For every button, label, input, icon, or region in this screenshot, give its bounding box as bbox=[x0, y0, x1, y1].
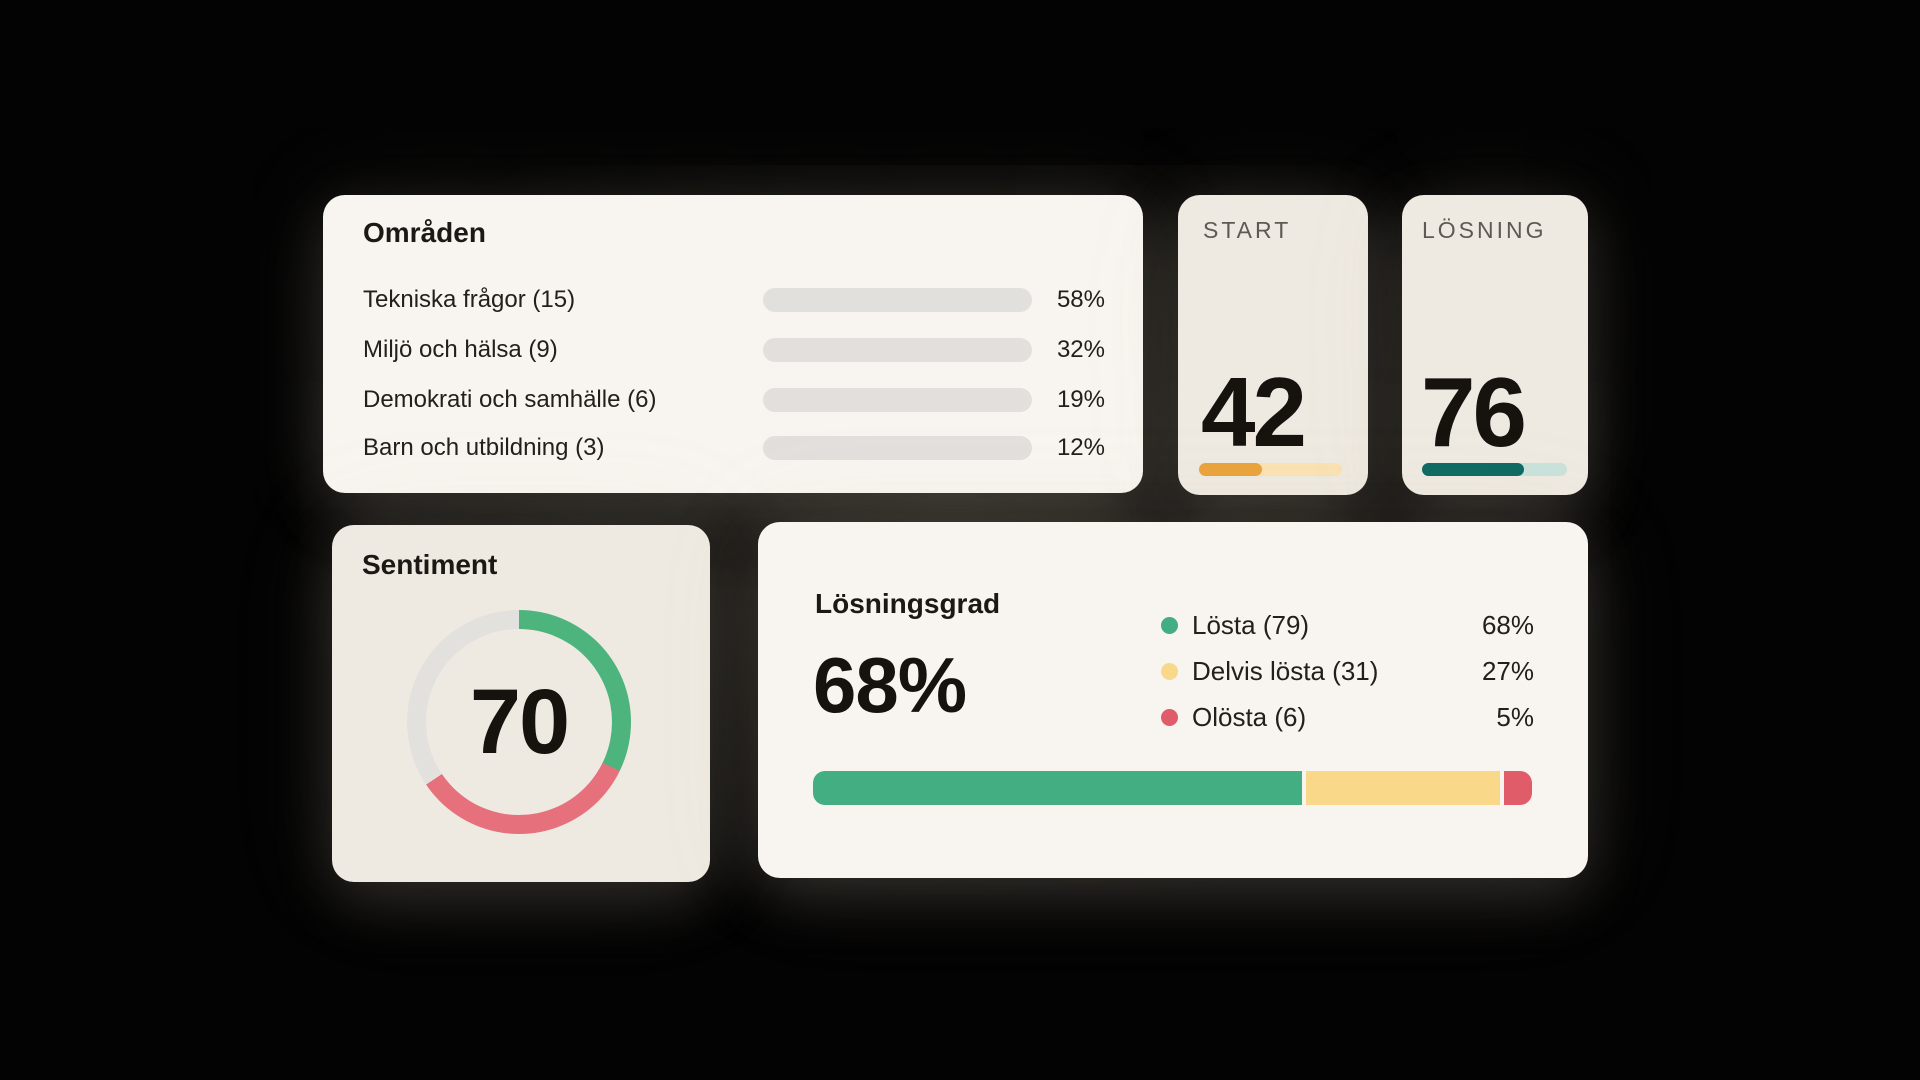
legend-row-losta: Lösta (79) 68% bbox=[1161, 602, 1534, 648]
losning-kpi-card: LÖSNING 76 bbox=[1402, 195, 1588, 495]
area-bar-track bbox=[763, 436, 1032, 460]
start-kpi-value: 42 bbox=[1201, 357, 1307, 467]
legend-dot-red bbox=[1161, 708, 1178, 726]
legend-label: Lösta (79) bbox=[1192, 609, 1310, 640]
legend-label: Olösta (6) bbox=[1192, 701, 1307, 732]
sentiment-donut-chart bbox=[407, 610, 631, 834]
area-row-tekniska: Tekniska frågor (15) 58% bbox=[363, 286, 1105, 313]
area-label: Tekniska frågor (15) bbox=[363, 286, 576, 313]
legend-row-olosta: Olösta (6) 5% bbox=[1161, 694, 1534, 740]
legend-percent: 5% bbox=[1496, 701, 1534, 732]
losning-progress-track bbox=[1422, 463, 1567, 476]
legend-row-delvis: Delvis lösta (31) 27% bbox=[1161, 648, 1534, 694]
rate-legend: Lösta (79) 68% Delvis lösta (31) 27% Olö… bbox=[1161, 602, 1534, 740]
area-percent: 12% bbox=[1056, 434, 1105, 461]
area-bar-track bbox=[763, 338, 1032, 362]
start-progress-fill bbox=[1199, 463, 1262, 476]
area-percent: 19% bbox=[1056, 386, 1105, 413]
rate-big-value: 68% bbox=[813, 641, 967, 729]
stacked-segment-red bbox=[1504, 771, 1532, 805]
area-label: Barn och utbildning (3) bbox=[363, 434, 605, 461]
losning-kpi-value: 76 bbox=[1421, 357, 1527, 467]
start-kpi-title: START bbox=[1203, 217, 1292, 243]
start-kpi-card: START 42 bbox=[1178, 195, 1368, 495]
area-row-miljo: Miljö och hälsa (9) 32% bbox=[363, 336, 1105, 363]
area-row-barn: Barn och utbildning (3) 12% bbox=[363, 434, 1105, 461]
area-bar-track bbox=[763, 288, 1032, 312]
losning-progress-fill bbox=[1422, 463, 1524, 476]
area-label: Demokrati och samhälle (6) bbox=[363, 386, 657, 413]
legend-percent: 68% bbox=[1481, 609, 1534, 640]
legend-percent: 27% bbox=[1481, 655, 1534, 686]
areas-card-title: Områden bbox=[363, 217, 486, 248]
sentiment-card-title: Sentiment bbox=[362, 549, 498, 580]
stacked-segment-green bbox=[813, 771, 1302, 805]
losning-kpi-title: LÖSNING bbox=[1422, 217, 1547, 243]
areas-card: Områden Tekniska frågor (15) 58% Miljö o… bbox=[323, 195, 1143, 493]
sentiment-card: Sentiment 70 bbox=[332, 525, 710, 882]
area-percent: 58% bbox=[1056, 286, 1105, 313]
legend-dot-green bbox=[1161, 616, 1178, 634]
area-label: Miljö och hälsa (9) bbox=[363, 336, 558, 363]
legend-dot-yellow bbox=[1161, 662, 1178, 680]
legend-label: Delvis lösta (31) bbox=[1192, 655, 1379, 686]
start-progress-track bbox=[1199, 463, 1342, 476]
stacked-segment-yellow bbox=[1305, 771, 1501, 805]
rate-card-title: Lösningsgrad bbox=[815, 588, 1001, 619]
sentiment-score: 70 bbox=[469, 670, 570, 773]
area-bar-track bbox=[763, 388, 1032, 412]
rate-stacked-bar bbox=[813, 771, 1532, 805]
resolution-rate-card: Lösningsgrad 68% Lösta (79) 68% Delvis l… bbox=[758, 522, 1588, 878]
area-percent: 32% bbox=[1056, 336, 1105, 363]
area-row-demokrati: Demokrati och samhälle (6) 19% bbox=[363, 386, 1105, 413]
